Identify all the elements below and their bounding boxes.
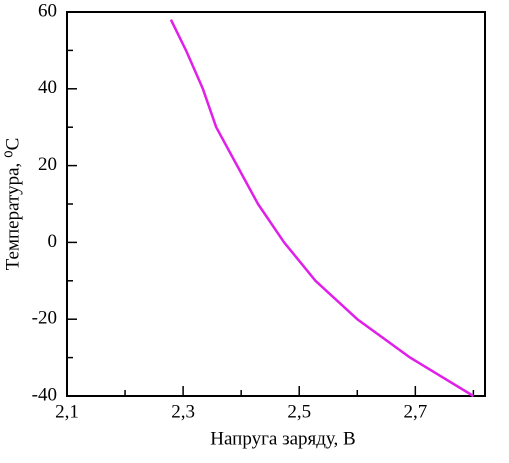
y-tick-label: 60 [38, 0, 57, 21]
x-axis-label: Напруга заряду, В [210, 428, 355, 449]
y-tick-label: 0 [48, 231, 58, 252]
y-axis-label: Температура, ⁰C [2, 138, 23, 271]
x-tick-label: 2,7 [403, 401, 427, 422]
y-tick-label: -40 [32, 384, 57, 405]
y-tick-label: 20 [38, 154, 57, 175]
y-tick-label: -20 [32, 308, 57, 329]
x-tick-label: 2,1 [55, 401, 79, 422]
plot-frame [66, 11, 486, 397]
data-line [169, 19, 475, 398]
y-tick-label: 40 [38, 77, 57, 98]
x-tick-label: 2,5 [287, 401, 311, 422]
x-tick-label: 2,3 [171, 401, 195, 422]
